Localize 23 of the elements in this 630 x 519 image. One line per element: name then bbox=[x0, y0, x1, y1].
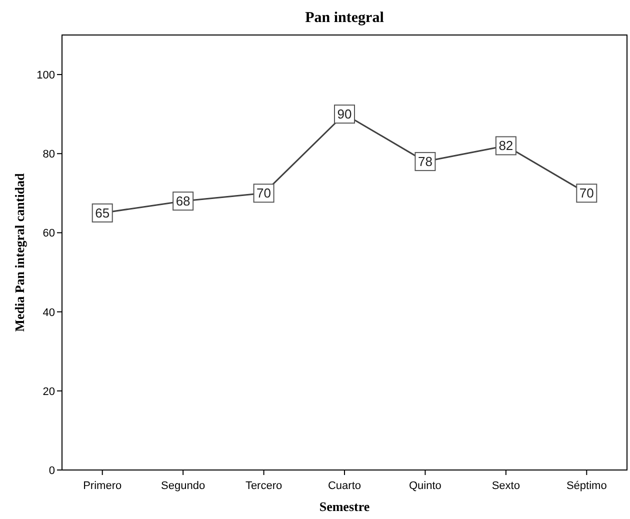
data-label: 78 bbox=[418, 154, 432, 170]
x-tick-label: Segundo bbox=[161, 480, 206, 492]
x-tick-label: Tercero bbox=[245, 480, 282, 492]
y-tick-label: 80 bbox=[42, 148, 55, 161]
y-tick-label: 40 bbox=[42, 306, 55, 319]
x-tick-label: Cuarto bbox=[328, 480, 362, 492]
data-label: 70 bbox=[579, 186, 594, 201]
x-axis-title: Semestre bbox=[319, 499, 370, 514]
data-label: 82 bbox=[498, 138, 514, 154]
x-tick-label: Quinto bbox=[409, 480, 442, 492]
data-label: 90 bbox=[337, 106, 352, 122]
data-label: 70 bbox=[256, 186, 272, 201]
y-axis-title: Media Pan integral cantidad bbox=[12, 172, 27, 332]
x-tick-label: Primero bbox=[83, 480, 122, 492]
y-tick-label: 20 bbox=[42, 386, 55, 398]
chart-title: Pan integral bbox=[305, 10, 384, 26]
y-tick-label: 0 bbox=[48, 465, 55, 477]
data-label: 65 bbox=[95, 205, 110, 220]
y-tick-label: 100 bbox=[36, 70, 55, 82]
data-label: 68 bbox=[176, 194, 190, 209]
x-tick-label: Sexto bbox=[492, 480, 520, 492]
y-tick-label: 60 bbox=[42, 228, 55, 240]
x-tick-label: Séptimo bbox=[566, 480, 607, 492]
